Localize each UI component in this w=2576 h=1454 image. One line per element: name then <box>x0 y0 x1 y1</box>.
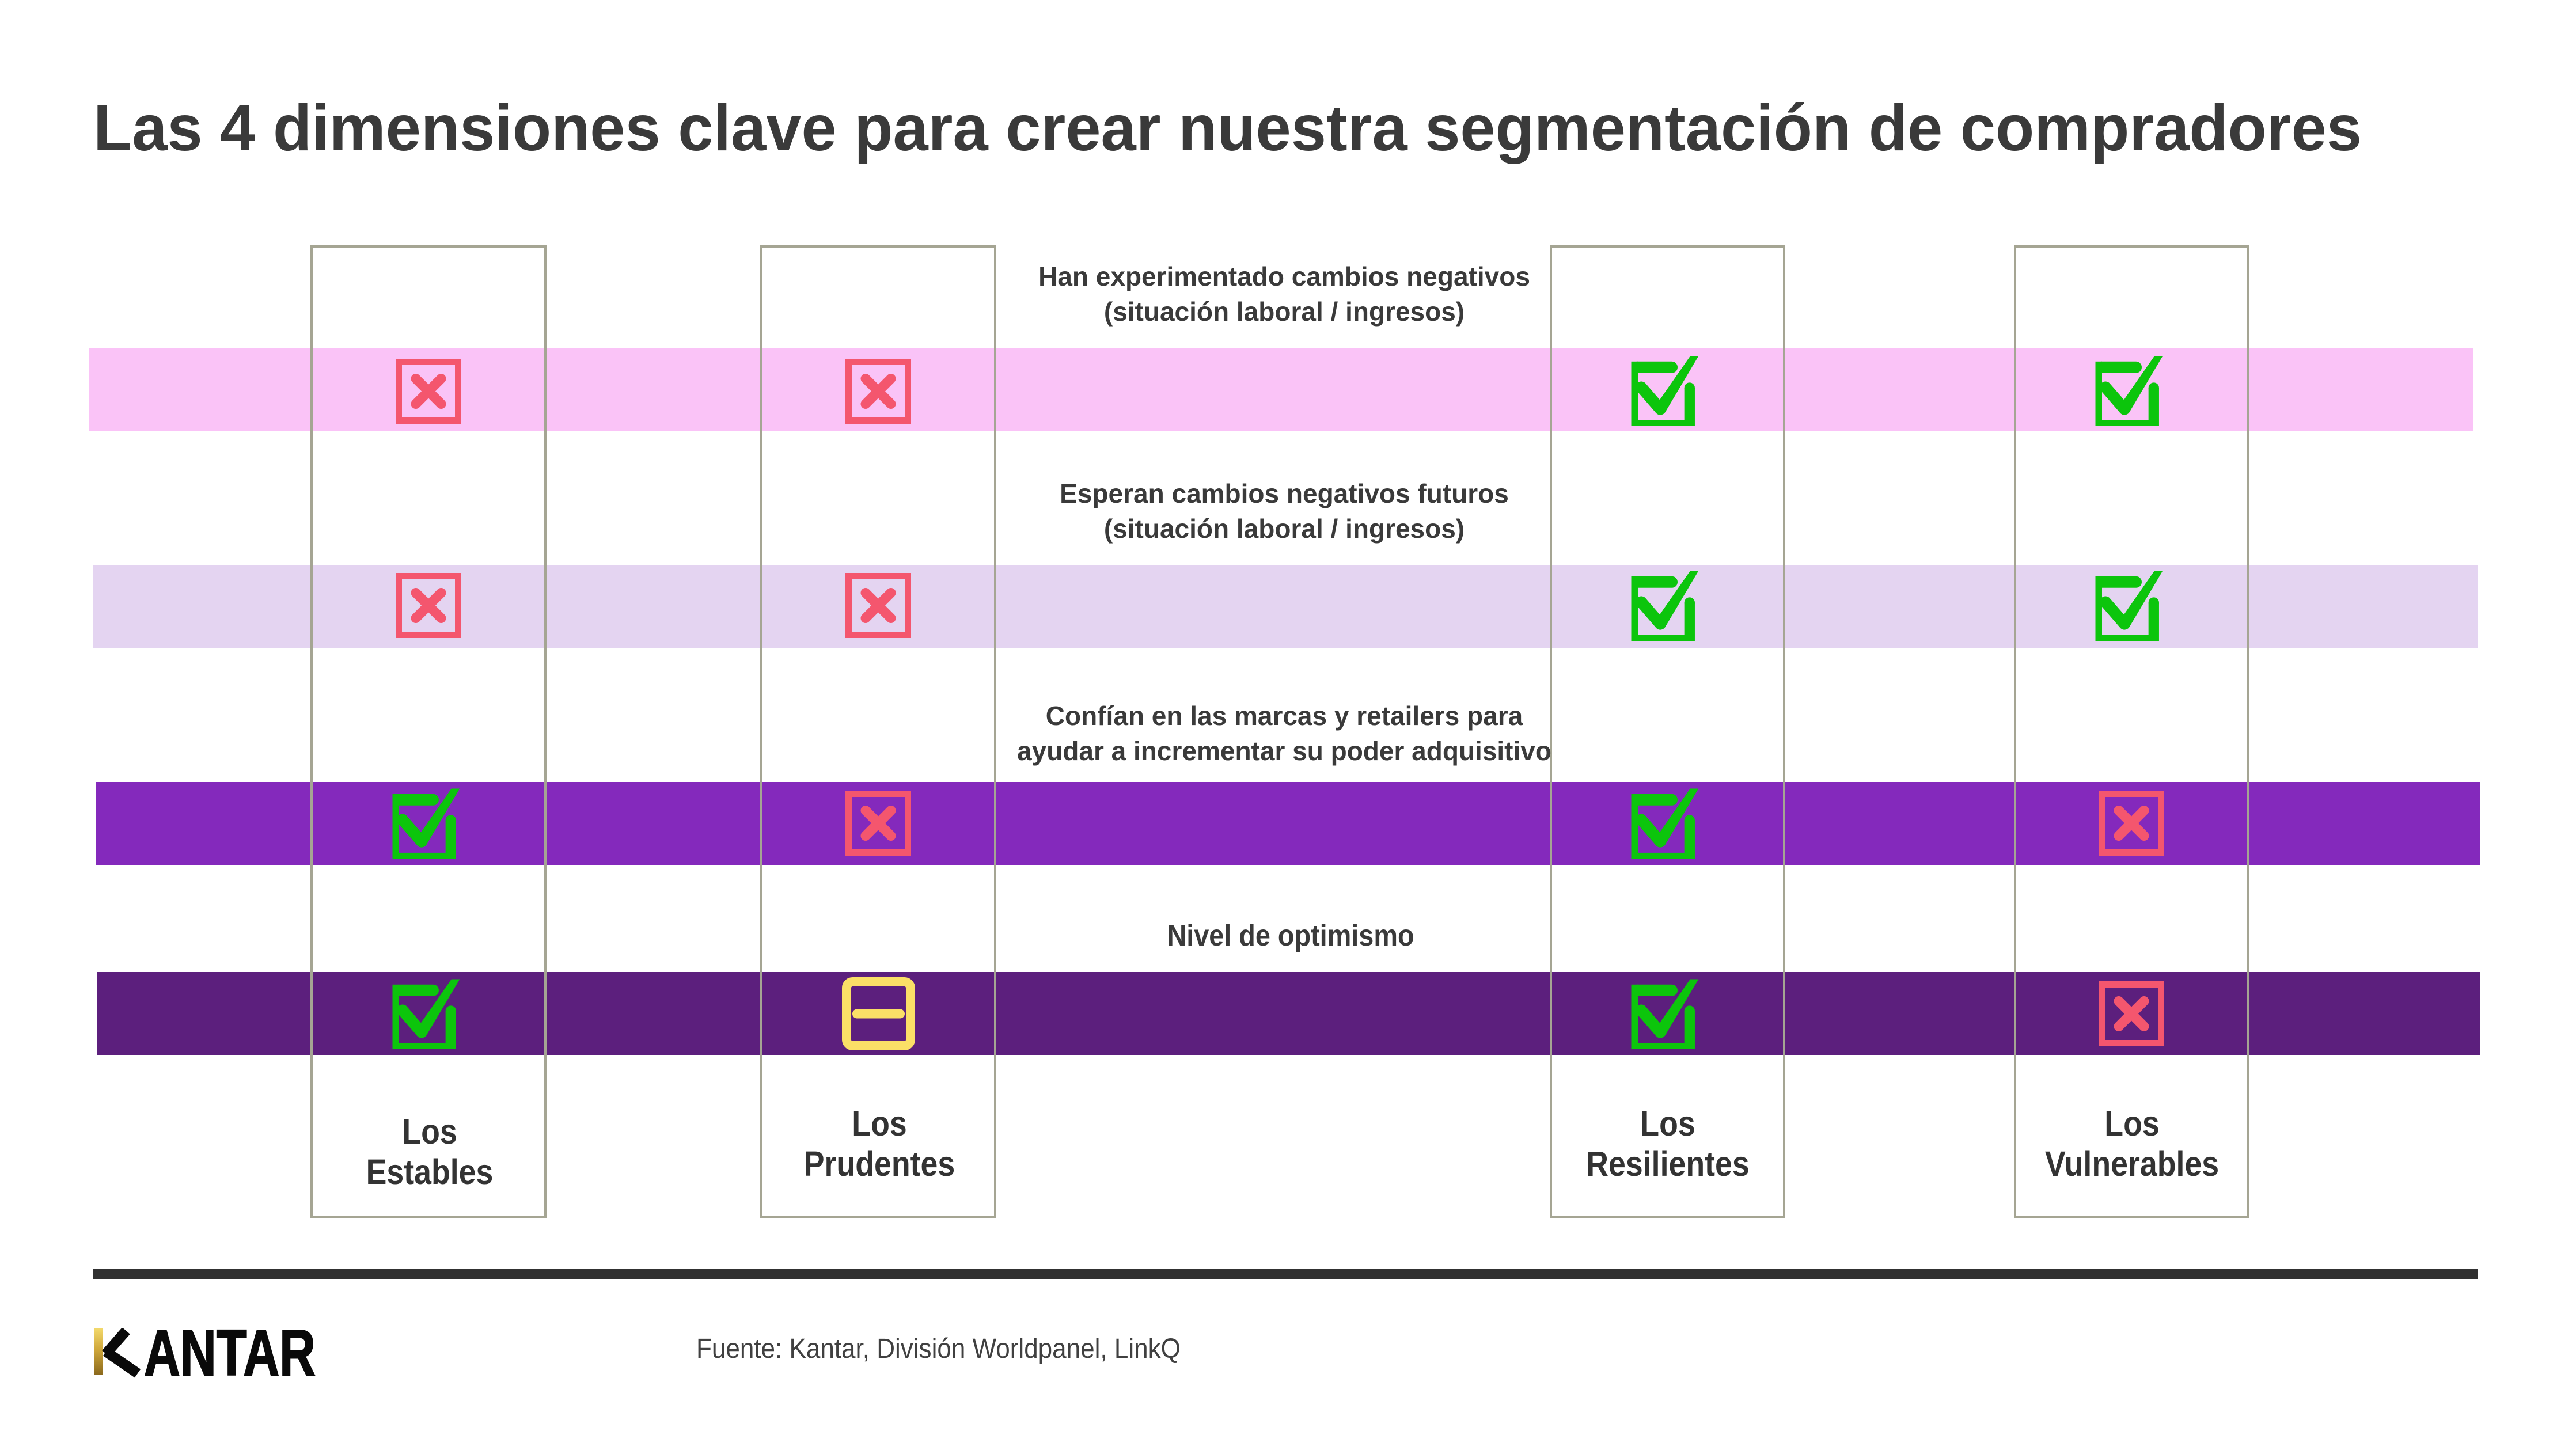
svg-text:ANTAR: ANTAR <box>144 1328 316 1381</box>
